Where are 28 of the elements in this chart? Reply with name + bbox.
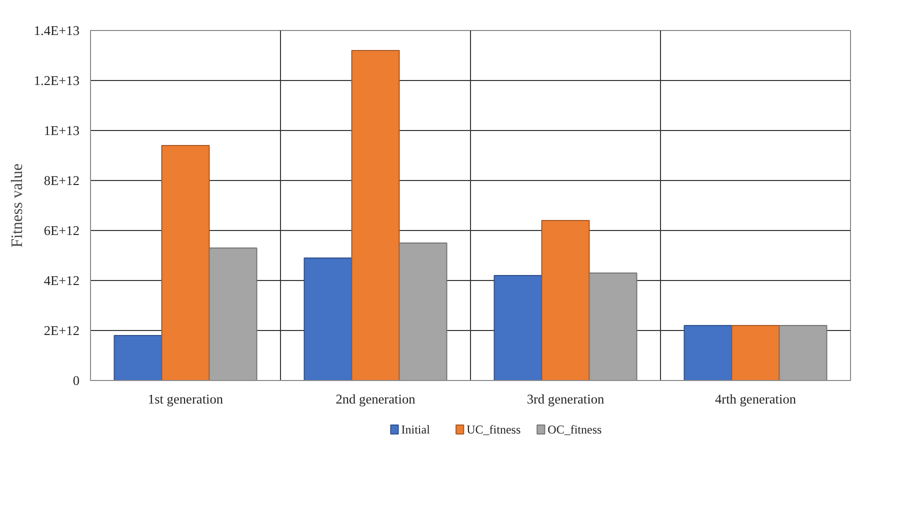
y-tick-label: 8E+12 [44, 173, 80, 188]
bar [161, 145, 210, 380]
y-tick-label: 6E+12 [44, 223, 80, 238]
bar [114, 335, 162, 380]
bar [208, 248, 258, 380]
y-tick-label: 2E+12 [44, 323, 80, 338]
x-tick-label: 4rth generation [714, 392, 796, 406]
bar [684, 325, 732, 380]
bar [731, 325, 780, 380]
y-tick-label: 0 [72, 373, 80, 388]
bar [494, 275, 542, 380]
bar [541, 220, 590, 380]
y-tick-label: 1E+13 [44, 123, 80, 138]
y-tick-label: 1.2E+13 [34, 73, 80, 88]
y-tick-label: 4E+12 [44, 273, 80, 288]
x-tick-label: 2nd generation [336, 392, 416, 406]
legend-label: Initial [401, 422, 431, 436]
legend-label: UC_fitness [466, 422, 521, 436]
x-tick-label: 1st generation [148, 392, 224, 406]
legend-label: OC_fitness [548, 422, 602, 436]
x-tick-label: 3rd generation [526, 392, 605, 406]
y-tick-label: 1.4E+13 [34, 23, 80, 38]
bar [588, 272, 638, 380]
bar [351, 50, 400, 380]
bar [304, 258, 352, 380]
bar [398, 242, 448, 380]
y-axis-title: Fitness value [8, 163, 26, 248]
bar [778, 325, 828, 380]
